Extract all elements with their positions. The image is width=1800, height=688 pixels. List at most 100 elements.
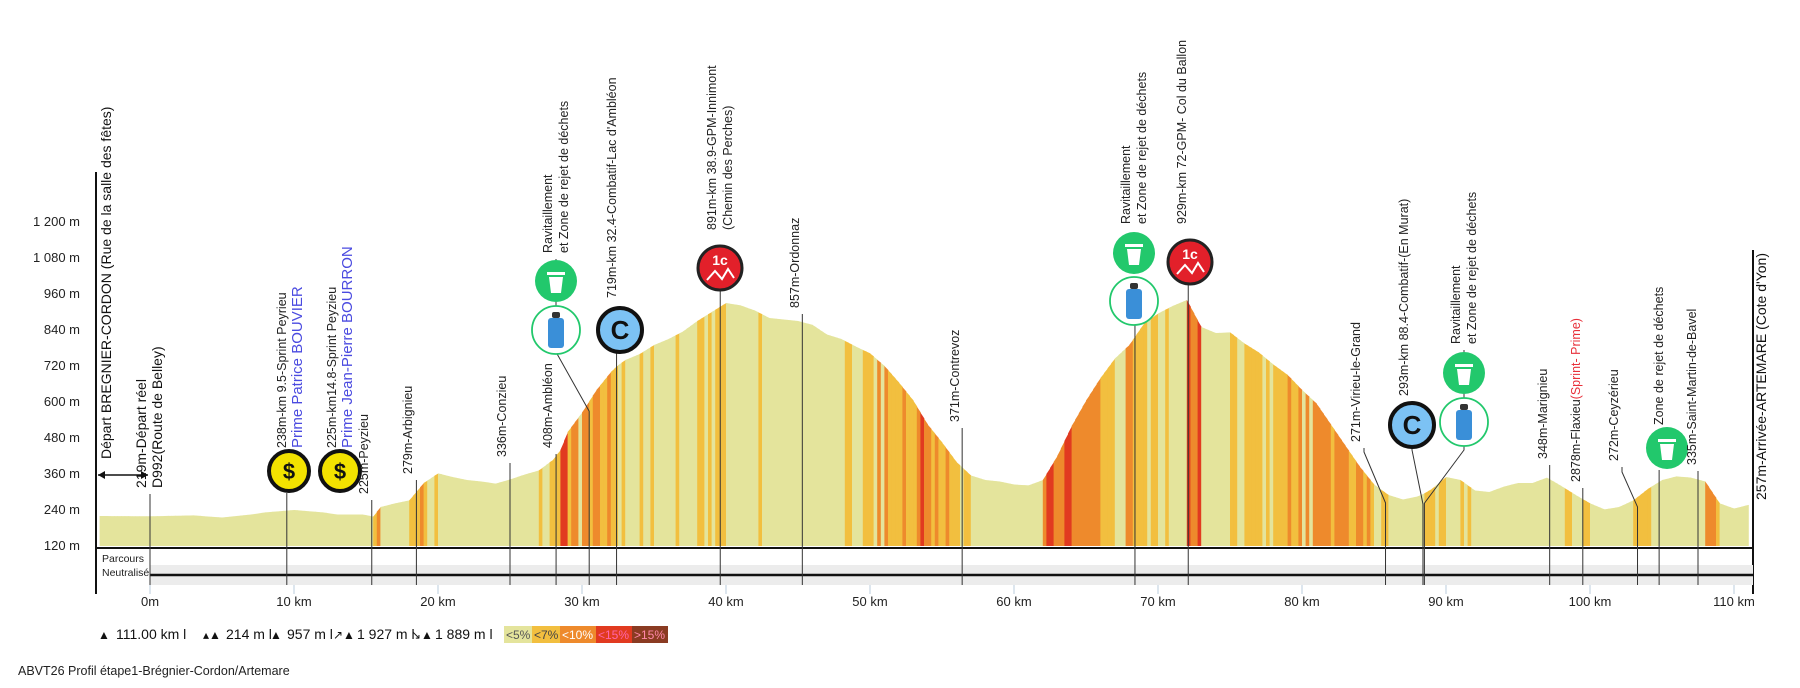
gradient-segment [1381,489,1386,546]
gradient-segment [1219,332,1224,546]
gradient-segment [225,516,230,546]
marker-label: 719m-km 32.4-Combatif-Lac d'Ambléon [605,77,619,298]
gradient-segment [1021,484,1026,546]
gradient-segment [132,516,136,546]
gradient-segment [1071,419,1076,546]
gradient-segment [1046,468,1051,546]
gradient-segment [290,510,295,546]
gradient-segment [301,510,306,546]
gradient-segment [294,510,298,546]
gradient-segment [1370,480,1375,546]
gradient-segment [1651,484,1656,546]
gradient-segment [1478,490,1483,546]
marker-label: 293m-km 88.4-Combatif-(En Murat) [1397,199,1411,396]
gradient-segment [1028,484,1033,546]
gradient-segment [1276,367,1281,546]
gradient-segment [308,511,313,546]
gradient-segment [1042,474,1047,546]
marker-label: 219m-Départ réel [133,379,149,488]
gradient-segment [747,307,752,546]
gradient-segment [495,482,500,546]
x-tick-label: 90 km [1428,594,1463,609]
dollar-icon: $ [283,459,295,484]
gradient-swatch [596,626,632,643]
marker-label: 225m-Peyzieu [357,414,371,494]
marker-label: Ravitaillement [1119,145,1133,224]
x-tick-label: 40 km [708,594,743,609]
gradient-segment [718,305,723,546]
gradient-segment [1309,396,1314,546]
gradient-segment [1744,504,1749,546]
gradient-segment [1226,332,1231,546]
gradient-segment [117,516,122,546]
marker-label-text: 408m-Ambléon [541,363,555,448]
gradient-segment [628,357,633,546]
gradient-segment [1662,479,1666,546]
gradient-label: <10% [562,628,593,642]
marker-virieu: 271m-Virieu-le-Grand [1349,322,1387,585]
gradient-segment [1176,303,1180,546]
marker-label-text: 371m-Contrevoz [948,330,962,422]
gradient-segment [330,513,334,546]
gradient-segment [423,480,428,546]
gradient-segment [1032,482,1036,546]
gradient-segment [1647,486,1652,546]
gradient-segment [722,303,727,546]
gradient-segment [1237,337,1242,546]
marker-label-text: 719m-km 32.4-Combatif-Lac d'Ambléon [605,77,619,298]
gradient-segment [1687,477,1692,546]
gradient-segment [1572,492,1576,546]
gradient-segment [661,340,666,546]
combatif-letter: C [611,315,630,345]
gradient-segment [481,481,486,546]
gradient-segment [726,303,730,546]
gradient-segment [517,475,522,546]
gradient-segment [110,516,115,546]
marker-arbignieu: 279m-Arbignieu [401,386,417,585]
gradient-segment [1676,476,1681,546]
gradient-segment [1604,508,1609,546]
gradient-segment [1726,505,1731,546]
x-axis: 0m 10 km 20 km 30 km 40 km 50 km 60 km 70 km 80 … [141,585,1755,609]
gradient-segment [834,336,838,546]
gradient-segment [945,447,950,546]
gradient-segment [582,406,586,546]
gradient-segment [1244,343,1249,546]
gradient-segment [1312,400,1317,546]
gradient-segment [405,500,410,546]
bottle-body [1126,289,1142,319]
gradient-segment [1165,307,1170,546]
gradient-segment [1323,414,1328,546]
gradient-segment [124,516,129,546]
gradient-segment [510,478,514,546]
dollar-icon: $ [334,459,346,484]
gradient-segment [1039,480,1044,546]
gradient-segment [1327,419,1332,546]
marker-sprint-peyzieu: 225m-km14.8-Sprint Peyzieu Prime Jean-Pie… [318,246,362,493]
gradient-segment [589,395,594,546]
gradient-segment [394,502,399,546]
gradient-segment [186,515,190,546]
gradient-swatch [532,626,560,643]
gradient-segment [1424,491,1429,546]
gradient-segment [1680,476,1684,546]
gradient-segment [978,477,982,546]
gradient-segment [1111,358,1116,546]
gradient-segment [708,312,712,546]
gradient-segment [646,347,651,546]
gradient-segment [1474,490,1479,546]
gradient-segment [776,318,781,546]
mountain-category-text: 1c [712,252,728,268]
marker-label: 272m-Ceyzérieu [1607,369,1621,461]
marker-label-text: 225m-km14.8-Sprint Peyzieu [325,287,339,448]
gradient-segment [362,514,367,546]
gradient-segment [1539,478,1544,546]
marker-sprint-peyrieu: 238m-km 9.5-Sprint Peyrieu Prime Patrice … [267,286,311,585]
gradient-segment [106,516,111,546]
marker-label-text: 929m-km 72-GPM- Col du Ballon [1175,40,1189,224]
gradient-segment [542,465,547,546]
gradient-segment [596,385,601,546]
gradient-segment [1320,408,1324,546]
marker-sublabel: Prime Patrice BOUVIER [289,286,306,448]
marker-peyzieu: 225m-Peyzieu [357,414,373,585]
